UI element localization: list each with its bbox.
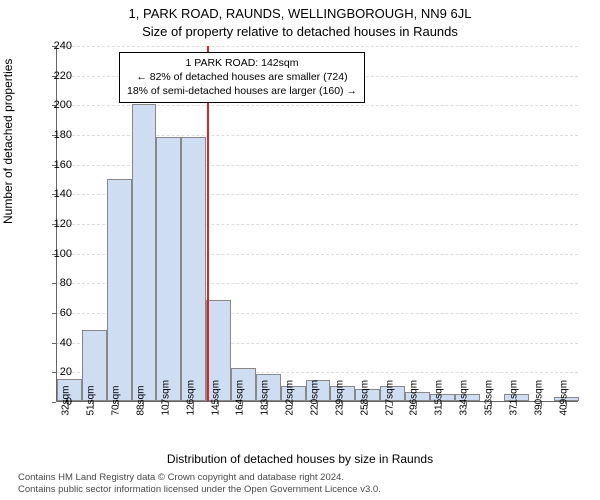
x-tick-mark xyxy=(491,402,492,406)
x-tick-mark xyxy=(242,402,243,406)
x-tick-mark xyxy=(193,402,194,406)
x-tick-mark xyxy=(367,402,368,406)
x-tick-mark xyxy=(68,402,69,406)
y-tick-mark xyxy=(52,343,56,344)
x-tick-mark xyxy=(441,402,442,406)
y-tick-mark xyxy=(52,46,56,47)
y-tick-mark xyxy=(52,372,56,373)
gridline xyxy=(57,46,578,47)
y-tick-mark xyxy=(52,76,56,77)
x-tick-mark xyxy=(143,402,144,406)
plot-area: 1 PARK ROAD: 142sqm← 82% of detached hou… xyxy=(56,46,578,402)
y-tick-mark xyxy=(52,165,56,166)
x-tick-mark xyxy=(292,402,293,406)
x-tick-mark xyxy=(342,402,343,406)
y-tick-mark xyxy=(52,283,56,284)
footer-line: Contains public sector information licen… xyxy=(18,484,381,496)
annotation-line: ← 82% of detached houses are smaller (72… xyxy=(127,70,357,84)
x-tick-mark xyxy=(168,402,169,406)
histogram-bar xyxy=(181,137,206,401)
y-tick-mark xyxy=(52,105,56,106)
y-tick-mark xyxy=(52,194,56,195)
y-axis-label: Number of detached properties xyxy=(1,59,15,224)
footer-attribution: Contains HM Land Registry data © Crown c… xyxy=(18,472,381,496)
chart-title-address: 1, PARK ROAD, RAUNDS, WELLINGBOROUGH, NN… xyxy=(0,6,600,21)
x-tick-mark xyxy=(541,402,542,406)
x-tick-mark xyxy=(516,402,517,406)
x-tick-mark xyxy=(93,402,94,406)
chart-title-subtitle: Size of property relative to detached ho… xyxy=(0,24,600,39)
x-tick-mark xyxy=(317,402,318,406)
y-tick-mark xyxy=(52,135,56,136)
footer-line: Contains HM Land Registry data © Crown c… xyxy=(18,472,381,484)
y-tick-mark xyxy=(52,254,56,255)
x-tick-mark xyxy=(392,402,393,406)
histogram-bar xyxy=(132,104,157,401)
histogram-bar xyxy=(107,179,132,402)
x-tick-mark xyxy=(466,402,467,406)
histogram-bar xyxy=(156,137,181,401)
y-tick-mark xyxy=(52,224,56,225)
x-tick-mark xyxy=(566,402,567,406)
property-size-chart: 1, PARK ROAD, RAUNDS, WELLINGBOROUGH, NN… xyxy=(0,0,600,500)
annotation-box: 1 PARK ROAD: 142sqm← 82% of detached hou… xyxy=(119,52,365,103)
annotation-line: 18% of semi-detached houses are larger (… xyxy=(127,84,357,98)
x-axis-label: Distribution of detached houses by size … xyxy=(0,452,600,466)
x-tick-mark xyxy=(267,402,268,406)
x-tick-mark xyxy=(416,402,417,406)
y-tick-mark xyxy=(52,313,56,314)
y-tick-mark xyxy=(52,402,56,403)
x-tick-mark xyxy=(118,402,119,406)
x-tick-mark xyxy=(218,402,219,406)
annotation-line: 1 PARK ROAD: 142sqm xyxy=(127,56,357,70)
